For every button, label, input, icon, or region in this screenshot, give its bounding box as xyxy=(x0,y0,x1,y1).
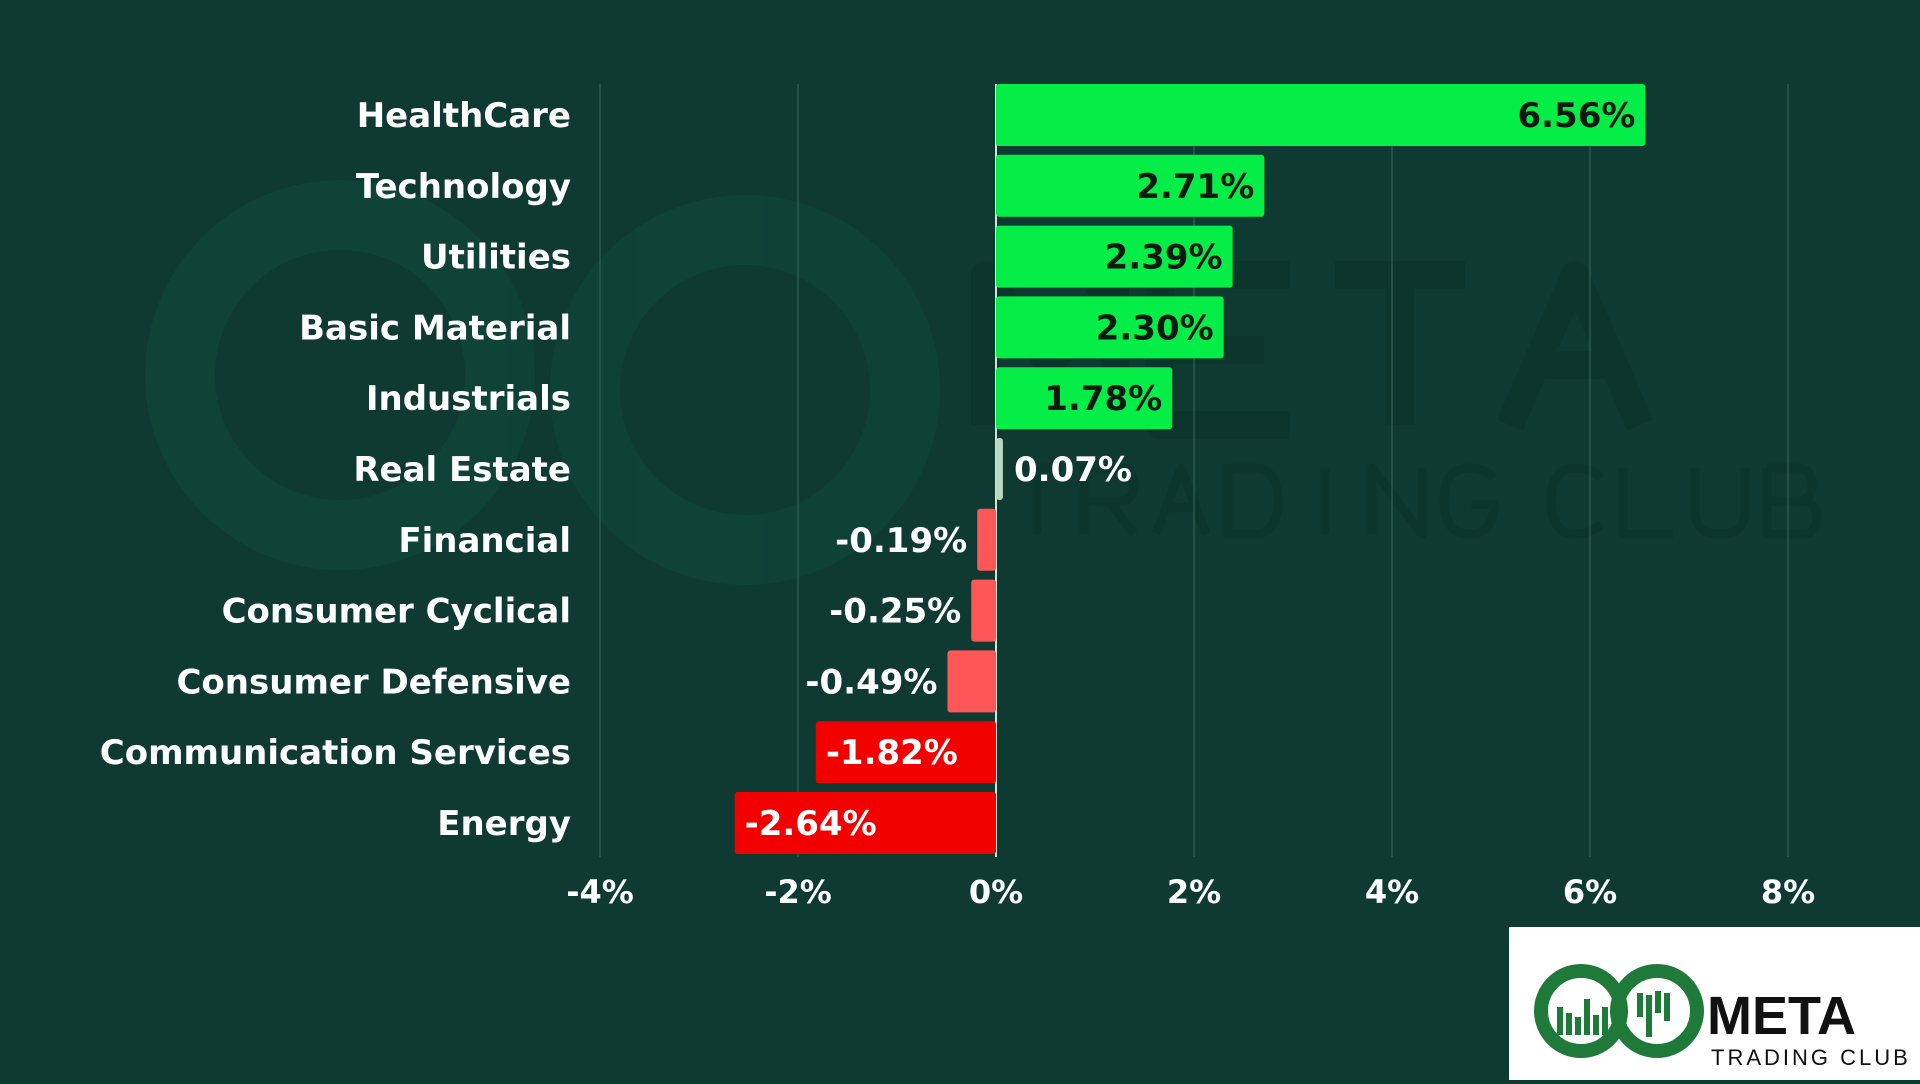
value-label: -0.49% xyxy=(805,662,937,702)
category-label: Communication Services xyxy=(100,733,571,773)
watermark-subtitle-glyph xyxy=(1372,468,1422,534)
bar xyxy=(996,154,1265,217)
category-label: Technology xyxy=(356,167,571,207)
value-label: -0.25% xyxy=(829,592,961,632)
x-tick-label: -2% xyxy=(764,873,832,911)
watermark-ring-right xyxy=(550,195,940,585)
value-label: 2.39% xyxy=(1105,238,1223,278)
brand-logo: META TRADING CLUB xyxy=(1509,927,1920,1080)
bar xyxy=(996,438,1003,500)
watermark-subtitle-glyph xyxy=(1156,468,1206,534)
watermark-name-glyph xyxy=(1335,275,1465,425)
category-label: Real Estate xyxy=(353,450,571,490)
category-label: Consumer Defensive xyxy=(176,662,571,702)
value-label: -0.19% xyxy=(835,521,967,561)
watermark-subtitle-glyph xyxy=(1084,468,1134,534)
value-label: -1.82% xyxy=(826,733,958,773)
value-label: 2.30% xyxy=(1096,308,1214,348)
bar xyxy=(996,225,1233,288)
x-tick-label: 2% xyxy=(1167,873,1221,911)
watermark-subtitle-glyph xyxy=(1444,468,1494,534)
bar xyxy=(971,579,996,642)
x-tick-label: 8% xyxy=(1761,873,1815,911)
x-tick-label: 6% xyxy=(1563,873,1617,911)
category-label: Consumer Cyclical xyxy=(222,592,571,632)
watermark-subtitle-glyph xyxy=(1551,468,1601,534)
category-label: Basic Material xyxy=(299,308,571,348)
logo-bars-icon xyxy=(1557,991,1670,1037)
logo-subtitle: TRADING CLUB xyxy=(1711,1045,1911,1070)
category-label: Energy xyxy=(437,804,571,844)
logo-ring-left xyxy=(1534,964,1628,1058)
watermark-subtitle-glyph xyxy=(1623,468,1673,534)
watermark-subtitle-glyph xyxy=(1012,468,1062,534)
value-label: 2.71% xyxy=(1136,167,1254,207)
x-tick-label: -4% xyxy=(566,873,634,911)
meta-trading-club-logo: META TRADING CLUB xyxy=(1534,964,1911,1070)
x-tick-label: 0% xyxy=(969,873,1023,911)
watermark-subtitle-glyph xyxy=(1767,468,1817,534)
value-label: -2.64% xyxy=(745,804,877,844)
logo-name: META xyxy=(1707,986,1856,1046)
category-label: Utilities xyxy=(421,238,571,278)
category-label: Financial xyxy=(398,521,571,561)
watermark-name-glyph xyxy=(1510,275,1640,425)
bar xyxy=(996,367,1173,430)
bar xyxy=(996,84,1646,146)
value-label: 6.56% xyxy=(1517,96,1635,136)
logo-ring-right xyxy=(1610,964,1704,1058)
x-tick-label: 4% xyxy=(1365,873,1419,911)
watermark-ring-left xyxy=(145,180,535,570)
category-label: HealthCare xyxy=(357,96,571,136)
bar xyxy=(947,650,996,713)
bar xyxy=(977,508,996,571)
category-label: Industrials xyxy=(366,379,571,419)
bar xyxy=(734,792,996,854)
watermark-subtitle-glyph xyxy=(1695,468,1745,534)
value-label: 1.78% xyxy=(1044,379,1162,419)
watermark-subtitle-glyph xyxy=(1228,468,1278,534)
bar xyxy=(815,721,996,784)
bar xyxy=(996,296,1224,359)
value-label: 0.07% xyxy=(1014,450,1132,490)
